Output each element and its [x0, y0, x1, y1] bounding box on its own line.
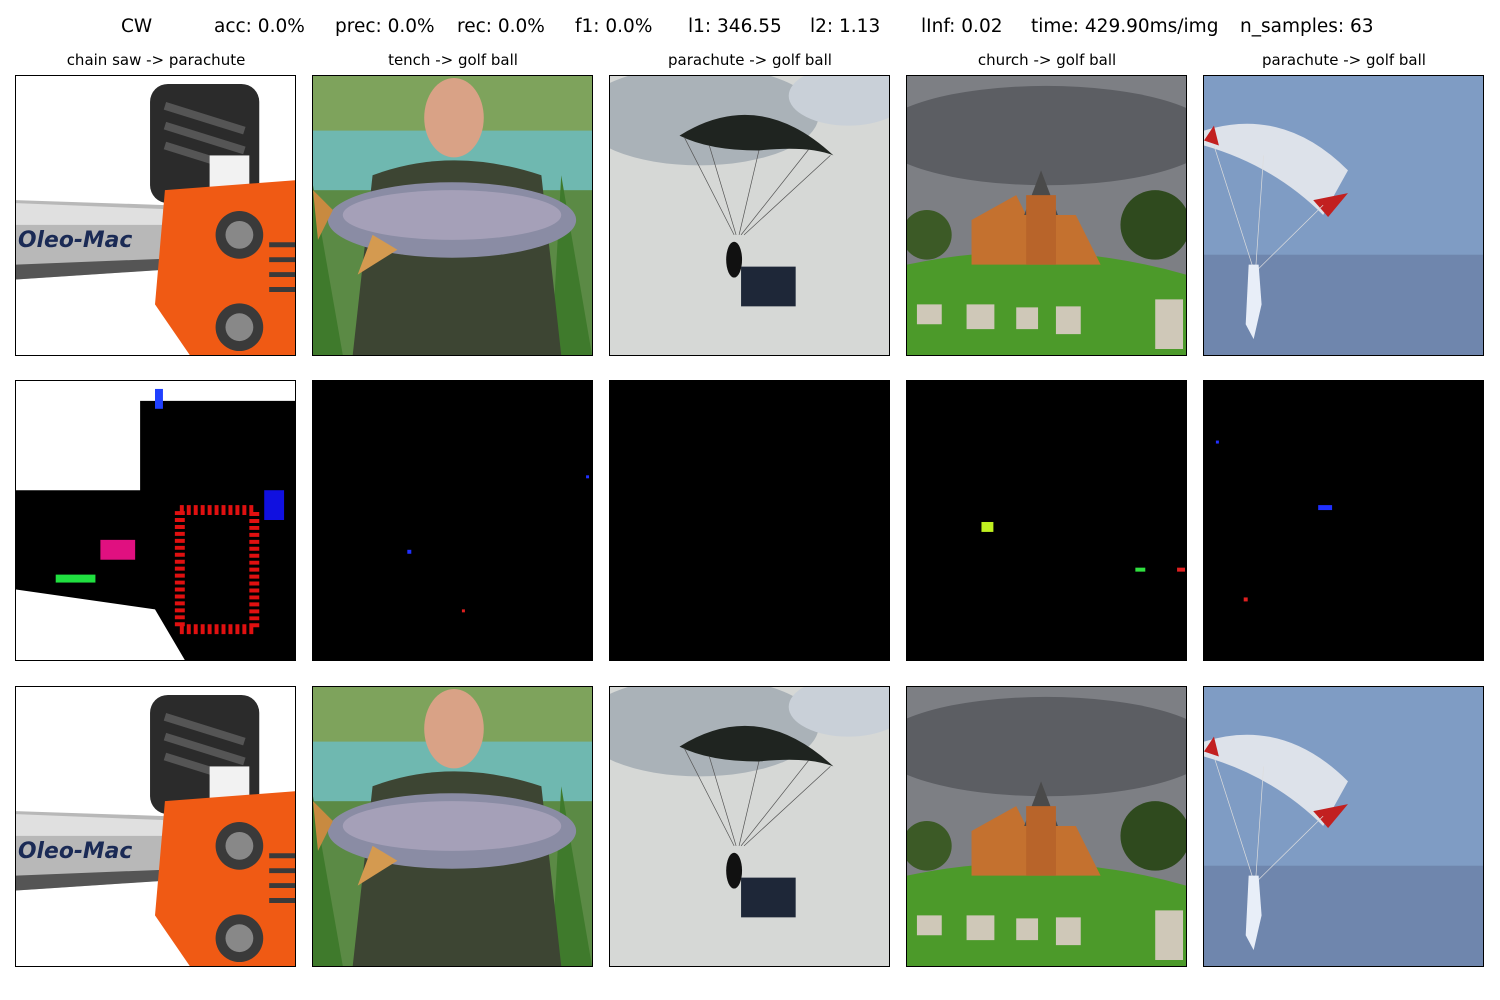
column-title-2: tench -> golf ball: [388, 51, 518, 69]
chainsaw-logo-adversarial: Oleo-Mac: [18, 839, 132, 864]
column-title-1: chain saw -> parachute: [66, 51, 246, 69]
adversarial-image-church: [906, 686, 1187, 967]
original-image-chainsaw: Oleo-Mac: [15, 75, 296, 356]
original-image-church: [906, 75, 1187, 356]
perturbation-chainsaw: [15, 380, 296, 661]
method-label: CW: [121, 16, 153, 37]
perturbation-tench: [312, 380, 593, 661]
adversarial-image-parachute-grey: [609, 686, 890, 967]
linf-metric: lInf: 0.02: [921, 16, 1003, 37]
adversarial-image-chainsaw: Oleo-Mac: [15, 686, 296, 967]
original-image-tench: [312, 75, 593, 356]
l1-metric: l1: 346.55: [688, 16, 782, 37]
perturbation-parachute-blue: [1203, 380, 1484, 661]
perturbation-parachute-grey: [609, 380, 890, 661]
column-title-5: parachute -> golf ball: [1262, 51, 1426, 69]
metrics-bar: CW acc: 0.0% prec: 0.0% rec: 0.0% f1: 0.…: [0, 16, 1500, 42]
recall-metric: rec: 0.0%: [457, 16, 545, 37]
perturbation-church: [906, 380, 1187, 661]
adversarial-image-tench: [312, 686, 593, 967]
adversarial-image-parachute-blue: [1203, 686, 1484, 967]
samples-metric: n_samples: 63: [1240, 16, 1374, 37]
column-title-3: parachute -> golf ball: [668, 51, 832, 69]
original-image-parachute-blue: [1203, 75, 1484, 356]
precision-metric: prec: 0.0%: [335, 16, 435, 37]
time-metric: time: 429.90ms/img: [1031, 16, 1219, 37]
l2-metric: l2: 1.13: [810, 16, 881, 37]
column-title-4: church -> golf ball: [977, 51, 1117, 69]
chainsaw-logo: Oleo-Mac: [18, 228, 132, 253]
f1-metric: f1: 0.0%: [575, 16, 653, 37]
accuracy-metric: acc: 0.0%: [214, 16, 305, 37]
original-image-parachute-grey: [609, 75, 890, 356]
